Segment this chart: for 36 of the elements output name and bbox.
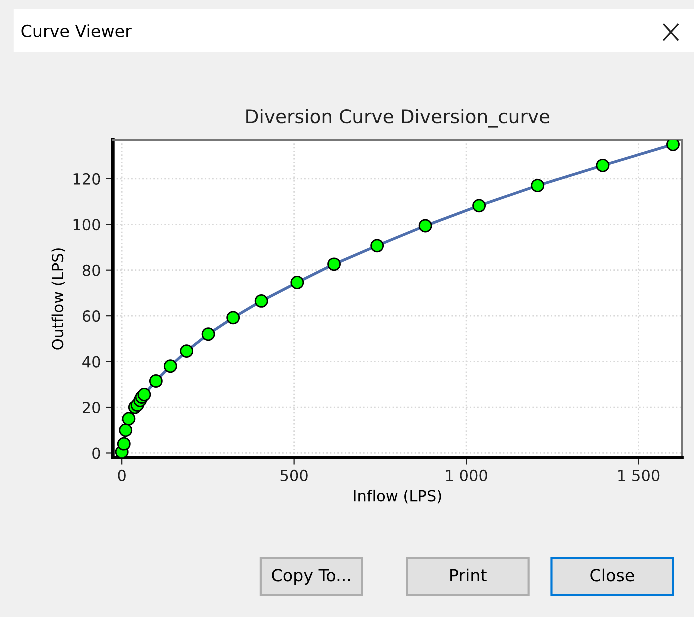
- y-tick-label: 0: [92, 448, 100, 460]
- point: [149, 374, 163, 388]
- point: [596, 158, 610, 172]
- point: [164, 360, 178, 374]
- point: [226, 311, 240, 325]
- point: [202, 328, 216, 342]
- point: [472, 199, 486, 213]
- y-tick-label: 80: [82, 264, 100, 276]
- y-tick-label: 20: [82, 402, 100, 414]
- point: [119, 424, 133, 438]
- point: [370, 239, 384, 253]
- point: [290, 276, 304, 290]
- point: [666, 140, 680, 152]
- x-tick-label: 1 000: [446, 470, 488, 482]
- chart-title: Diversion Curve Diversion_curve: [246, 109, 550, 128]
- y-tick-label: 100: [74, 219, 100, 231]
- y-axis-title: Outflow (LPS): [52, 248, 66, 350]
- y-tick-label: 120: [74, 173, 100, 185]
- point: [117, 437, 131, 451]
- point: [531, 179, 545, 192]
- text: Print: [450, 568, 487, 582]
- x-tick-label: 0: [118, 470, 126, 482]
- x-axis-title: Inflow (LPS): [354, 490, 442, 504]
- point: [418, 219, 432, 233]
- point: [328, 258, 341, 272]
- text: Copy To...: [272, 569, 350, 585]
- text: Curve Viewer: [22, 24, 132, 38]
- point: [180, 344, 194, 358]
- point: [138, 388, 152, 402]
- y-tick-label: 40: [82, 356, 100, 368]
- x-tick-label: 1 500: [618, 470, 660, 482]
- x-tick-label: 500: [280, 470, 308, 482]
- point: [254, 294, 268, 308]
- text: Close: [590, 568, 634, 582]
- point: [122, 412, 136, 426]
- y-tick-label: 60: [82, 310, 100, 322]
